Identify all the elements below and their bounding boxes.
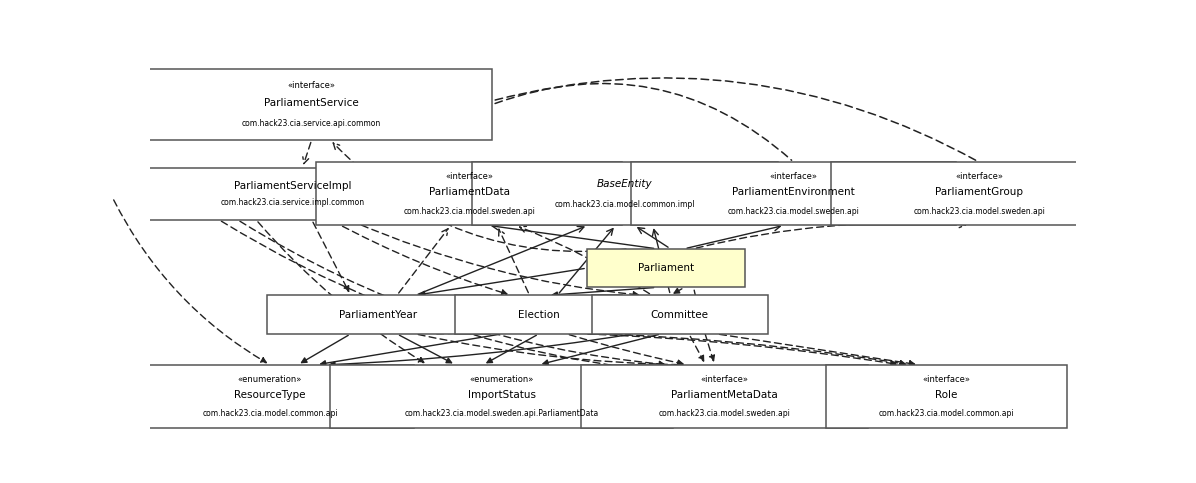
FancyBboxPatch shape xyxy=(831,162,1128,225)
Text: com.hack23.cia.model.common.api: com.hack23.cia.model.common.api xyxy=(879,409,1014,418)
Text: ResourceType: ResourceType xyxy=(234,390,306,400)
Text: com.hack23.cia.service.api.common: com.hack23.cia.service.api.common xyxy=(242,119,382,128)
FancyBboxPatch shape xyxy=(267,295,489,334)
Text: ParliamentData: ParliamentData xyxy=(429,187,509,197)
Text: Election: Election xyxy=(518,310,560,320)
FancyBboxPatch shape xyxy=(316,162,622,225)
FancyBboxPatch shape xyxy=(330,365,673,428)
Text: ParliamentServiceImpl: ParliamentServiceImpl xyxy=(234,181,352,191)
Text: com.hack23.cia.model.sweden.api: com.hack23.cia.model.sweden.api xyxy=(403,207,536,215)
Text: Parliament: Parliament xyxy=(637,263,694,273)
FancyBboxPatch shape xyxy=(130,69,493,140)
Text: «interface»: «interface» xyxy=(956,172,1003,181)
FancyBboxPatch shape xyxy=(472,162,777,225)
FancyBboxPatch shape xyxy=(127,365,414,428)
Text: com.hack23.cia.model.common.api: com.hack23.cia.model.common.api xyxy=(202,409,337,418)
Text: ParliamentGroup: ParliamentGroup xyxy=(935,187,1023,197)
Text: com.hack23.cia.model.sweden.api: com.hack23.cia.model.sweden.api xyxy=(913,207,1045,215)
Text: ParliamentService: ParliamentService xyxy=(264,98,359,108)
FancyBboxPatch shape xyxy=(580,365,868,428)
Text: «enumeration»: «enumeration» xyxy=(470,374,533,384)
Text: com.hack23.cia.model.sweden.api: com.hack23.cia.model.sweden.api xyxy=(658,409,791,418)
Text: ParliamentEnvironment: ParliamentEnvironment xyxy=(732,187,855,197)
FancyBboxPatch shape xyxy=(456,295,622,334)
Text: ParliamentYear: ParliamentYear xyxy=(340,310,417,320)
FancyBboxPatch shape xyxy=(587,249,745,287)
FancyBboxPatch shape xyxy=(826,365,1067,428)
Text: com.hack23.cia.model.common.impl: com.hack23.cia.model.common.impl xyxy=(555,200,695,209)
Text: «interface»: «interface» xyxy=(288,81,336,89)
FancyBboxPatch shape xyxy=(592,295,768,334)
Text: ParliamentMetaData: ParliamentMetaData xyxy=(671,390,777,400)
Text: com.hack23.cia.model.sweden.api.ParliamentData: com.hack23.cia.model.sweden.api.Parliame… xyxy=(404,409,599,418)
Text: Committee: Committee xyxy=(651,310,709,320)
Text: BaseEntity: BaseEntity xyxy=(597,179,653,189)
FancyBboxPatch shape xyxy=(112,168,474,220)
Text: com.hack23.cia.service.impl.common: com.hack23.cia.service.impl.common xyxy=(221,199,365,207)
FancyBboxPatch shape xyxy=(631,162,956,225)
Text: «enumeration»: «enumeration» xyxy=(238,374,303,384)
Text: «interface»: «interface» xyxy=(445,172,493,181)
Text: ImportStatus: ImportStatus xyxy=(468,390,536,400)
Text: «interface»: «interface» xyxy=(770,172,818,181)
Text: Role: Role xyxy=(935,390,958,400)
Text: «interface»: «interface» xyxy=(700,374,749,384)
Text: «interface»: «interface» xyxy=(922,374,971,384)
Text: com.hack23.cia.model.sweden.api: com.hack23.cia.model.sweden.api xyxy=(727,207,860,215)
